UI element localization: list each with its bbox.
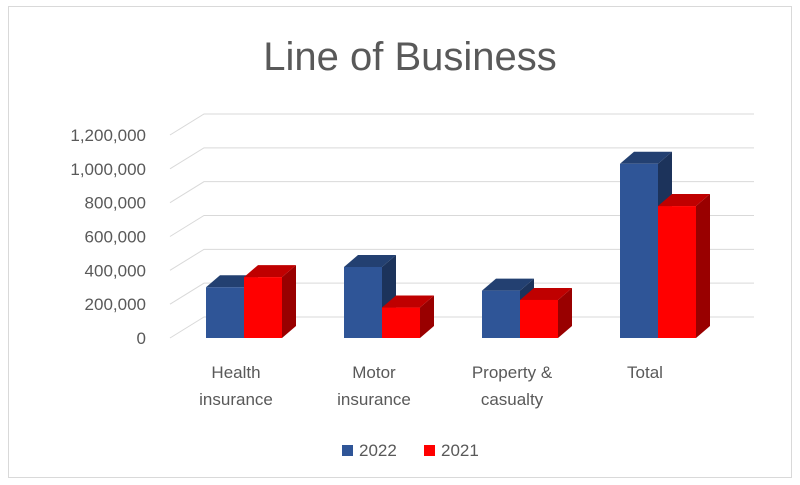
bar-2022-1 (344, 254, 396, 338)
category-label: Total (627, 363, 663, 382)
y-tick-label: 400,000 (85, 261, 146, 280)
category-label: Motor insurance (337, 363, 411, 409)
legend-item-2022: 2022 (342, 441, 397, 460)
legend-label: 2022 (359, 441, 397, 460)
bar-2021-0 (244, 265, 296, 338)
legend-swatch (342, 445, 353, 456)
y-tick-label: 800,000 (85, 194, 146, 213)
gridline (169, 113, 754, 136)
bar-2021-2 (520, 287, 572, 338)
bars (206, 151, 710, 338)
y-tick-label: 600,000 (85, 228, 146, 247)
y-tick-label: 0 (137, 329, 146, 348)
y-axis-ticks: 0 200,000 400,000 600,000 800,000 1,000,000 1,… (70, 126, 146, 348)
chart-title: Line of Business (263, 35, 557, 79)
category-label: Property & casualty (472, 363, 553, 409)
legend-swatch (424, 445, 435, 456)
bar-2021-1 (382, 295, 434, 338)
bar-2021-3 (658, 194, 710, 338)
x-axis-categories: Health insurance Motor insurance Property & c… (199, 363, 663, 409)
y-tick-label: 1,200,000 (70, 126, 146, 145)
gridline (169, 282, 754, 305)
y-tick-label: 200,000 (85, 295, 146, 314)
legend-item-2021: 2021 (424, 441, 479, 460)
legend: 2022 2021 (342, 441, 479, 460)
gridline (169, 215, 754, 237)
legend-label: 2021 (441, 441, 479, 460)
gridline (169, 147, 754, 170)
category-label: Health insurance (199, 363, 273, 409)
gridline (169, 248, 754, 271)
y-tick-label: 1,000,000 (70, 160, 146, 179)
gridline (169, 181, 754, 204)
